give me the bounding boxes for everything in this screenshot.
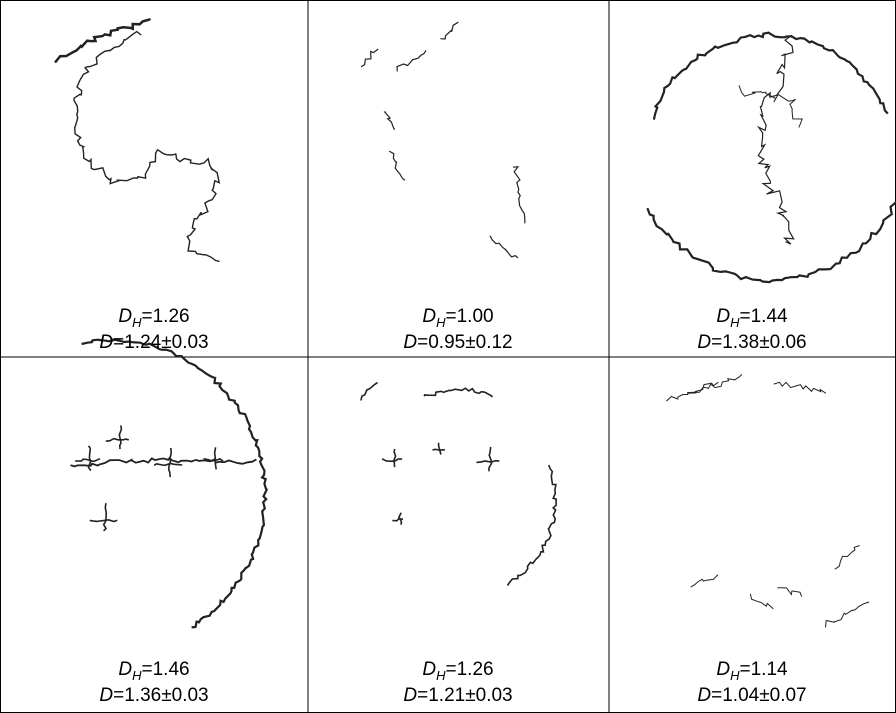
fractal-stroke <box>105 437 129 442</box>
value: =1.14 <box>740 659 789 680</box>
symbol: D <box>422 659 436 680</box>
fractal-stroke <box>87 445 92 472</box>
fractal-stroke <box>738 85 803 128</box>
fractal-stroke <box>423 387 493 398</box>
fractal-stroke <box>687 374 743 394</box>
value: =1.24±0.03 <box>113 332 208 353</box>
dimension-label: DH=1.14 <box>716 659 788 683</box>
fractal-stroke <box>118 425 123 450</box>
fractal-stroke <box>432 448 445 451</box>
fractal-stroke <box>440 21 459 40</box>
labels: DH=1.26D=1.24±0.03DH=1.00D=0.95±0.12DH=1… <box>99 306 806 706</box>
fractal-stroke <box>360 381 379 401</box>
fractal-stroke <box>506 464 557 586</box>
fractal-stroke <box>773 381 827 394</box>
value: =1.21±0.03 <box>417 685 512 706</box>
symbol: D <box>716 306 730 327</box>
subscript: H <box>132 668 142 683</box>
symbol: D <box>697 685 711 706</box>
fractal-stroke <box>513 166 526 224</box>
measured-label: D=1.04±0.07 <box>697 685 806 706</box>
value: =1.26 <box>142 306 190 327</box>
fractal-stroke <box>488 446 493 472</box>
measured-label: D=1.24±0.03 <box>99 332 208 353</box>
fractal-stroke <box>489 235 519 259</box>
fractal-stroke <box>396 50 427 72</box>
symbol: D <box>99 332 113 353</box>
fractal-stroke <box>834 545 860 570</box>
symbol: D <box>118 659 132 680</box>
dimension-label: DH=1.00 <box>422 306 493 330</box>
symbol: D <box>422 306 436 327</box>
fractal-stroke <box>102 502 108 532</box>
symbol: D <box>403 332 417 353</box>
subscript: H <box>132 315 142 330</box>
fractal-stroke <box>646 200 896 284</box>
value: =1.00 <box>446 306 494 327</box>
subscript: H <box>436 315 446 330</box>
fractal-stroke <box>89 518 118 523</box>
dimension-label: DH=1.26 <box>422 659 493 683</box>
symbol: D <box>697 332 711 353</box>
value: =1.26 <box>446 659 494 680</box>
fractal-stroke <box>666 381 719 402</box>
symbol: D <box>403 685 417 706</box>
fractal-stroke <box>381 458 403 463</box>
fractal-stroke <box>75 457 101 463</box>
value: =0.95±0.12 <box>417 332 512 353</box>
fractal-stroke <box>825 601 870 628</box>
value: =1.38±0.06 <box>711 332 806 353</box>
symbol: D <box>716 659 730 680</box>
measured-label: D=1.21±0.03 <box>403 685 512 706</box>
dimension-label: DH=1.46 <box>118 659 189 683</box>
fractal-stroke <box>360 48 379 68</box>
fractal-stroke <box>73 30 221 263</box>
fractal-art <box>54 18 896 629</box>
fractal-stroke <box>397 512 403 525</box>
value: =1.04±0.07 <box>711 685 806 706</box>
fractal-stroke <box>749 593 774 610</box>
fractal-stroke <box>690 574 719 588</box>
symbol: D <box>118 306 132 327</box>
dimension-label: DH=1.26 <box>118 306 189 330</box>
symbol: D <box>99 685 113 706</box>
measured-label: D=1.38±0.06 <box>697 332 806 353</box>
measured-label: D=0.95±0.12 <box>403 332 512 353</box>
fractal-stroke <box>81 338 268 629</box>
fractal-stroke <box>70 456 257 468</box>
value: =1.46 <box>142 659 190 680</box>
dimension-label: DH=1.44 <box>716 306 788 330</box>
fractal-stroke <box>167 447 173 478</box>
value: =1.44 <box>740 306 789 327</box>
fractal-stroke <box>203 458 224 462</box>
subscript: H <box>730 315 740 330</box>
fractal-stroke <box>777 587 803 597</box>
fractal-stroke <box>54 18 152 64</box>
fractal-stroke <box>476 459 500 464</box>
fractal-stroke <box>213 447 217 470</box>
fractal-stroke <box>383 111 396 130</box>
fractal-stroke <box>756 34 795 245</box>
subscript: H <box>730 668 740 683</box>
fractal-stroke <box>392 448 397 468</box>
fractal-stroke <box>388 150 406 181</box>
fractal-stroke <box>652 31 889 120</box>
measured-label: D=1.36±0.03 <box>99 685 208 706</box>
fractal-stroke <box>437 442 442 455</box>
value: =1.36±0.03 <box>113 685 208 706</box>
subscript: H <box>436 668 446 683</box>
fractal-stroke <box>153 462 183 467</box>
